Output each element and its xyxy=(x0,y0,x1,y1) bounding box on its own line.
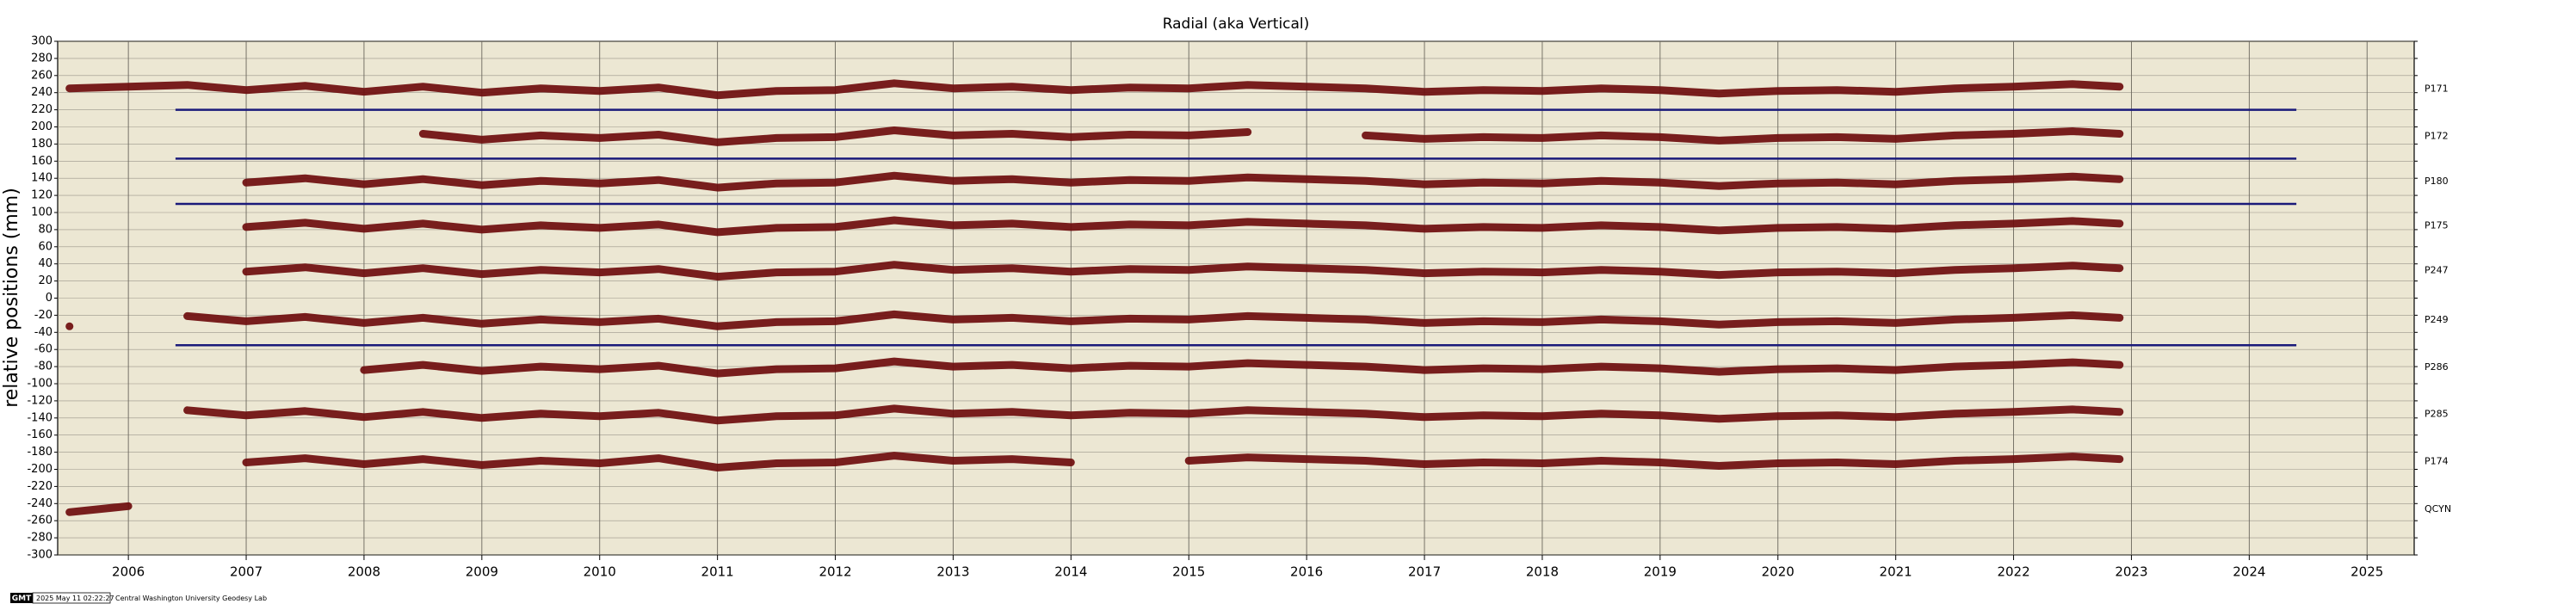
chart-title: Radial (aka Vertical) xyxy=(1163,15,1310,33)
series-line xyxy=(360,357,2124,378)
series-line xyxy=(65,79,2124,100)
series-label: P172 xyxy=(2425,130,2449,141)
y-tick-label: 220 xyxy=(31,103,53,116)
x-tick-label: 2018 xyxy=(1526,564,1559,580)
series-label: P247 xyxy=(2425,264,2449,275)
y-tick-label: 60 xyxy=(38,240,53,253)
y-tick-label: -120 xyxy=(27,394,53,407)
y-tick-label: 200 xyxy=(31,120,53,133)
x-tick-label: 2013 xyxy=(936,564,969,580)
timestamp: 2025 May 11 02:22:27 xyxy=(36,595,114,602)
y-tick-label: 240 xyxy=(31,86,53,99)
y-tick-label: -60 xyxy=(34,343,53,356)
y-tick-label: 20 xyxy=(38,274,53,287)
x-tick-label: 2022 xyxy=(1997,564,2029,580)
y-tick-label: -80 xyxy=(34,360,53,373)
x-tick-label: 2017 xyxy=(1408,564,1441,580)
x-tick-label: 2016 xyxy=(1290,564,1323,580)
x-tick-label: 2020 xyxy=(1762,564,1795,580)
y-tick-label: -240 xyxy=(27,497,53,510)
y-tick-label: -180 xyxy=(27,446,53,459)
y-tick-label: 100 xyxy=(31,206,53,219)
series-label: P174 xyxy=(2425,455,2449,466)
y-tick-label: -160 xyxy=(27,428,53,441)
y-tick-label: 0 xyxy=(46,292,53,305)
y-tick-label: -20 xyxy=(34,309,53,322)
y-tick-label: 280 xyxy=(31,52,53,65)
y-tick-label: -260 xyxy=(27,514,53,527)
series-line xyxy=(242,171,2124,192)
x-tick-label: 2012 xyxy=(819,564,851,580)
series-label: P180 xyxy=(2425,176,2449,187)
y-tick-label: -140 xyxy=(27,411,53,424)
y-tick-label: -100 xyxy=(27,378,53,391)
y-tick-label: -220 xyxy=(27,480,53,493)
x-tick-label: 2006 xyxy=(112,564,145,580)
series-label: QCYN xyxy=(2425,503,2451,514)
x-tick-label: 2024 xyxy=(2233,564,2265,580)
series-label: P175 xyxy=(2425,220,2449,231)
gmt-logo-box xyxy=(10,593,33,603)
x-tick-label: 2010 xyxy=(584,564,616,580)
x-tick-label: 2019 xyxy=(1644,564,1677,580)
series-line xyxy=(418,126,2124,146)
series-line xyxy=(242,452,2124,471)
y-axis-label: relative positions (mm) xyxy=(1,188,22,408)
timestamp-box xyxy=(32,592,111,604)
y-tick-label: 300 xyxy=(31,35,53,48)
series-label: P285 xyxy=(2425,408,2449,419)
y-tick-label: -200 xyxy=(27,463,53,476)
x-tick-label: 2023 xyxy=(2115,564,2147,580)
x-tick-label: 2007 xyxy=(230,564,263,580)
x-tick-label: 2014 xyxy=(1054,564,1087,580)
y-tick-label: 80 xyxy=(38,223,53,236)
y-tick-label: 160 xyxy=(31,155,53,168)
y-tick-label: 260 xyxy=(31,69,53,82)
x-tick-label: 2011 xyxy=(701,564,734,580)
x-tick-label: 2008 xyxy=(348,564,380,580)
x-tick-label: 2015 xyxy=(1172,564,1205,580)
y-tick-label: 140 xyxy=(31,172,53,185)
y-tick-label: -300 xyxy=(27,549,53,562)
gmt-logo: GMT xyxy=(12,595,32,603)
series-line xyxy=(242,261,2124,281)
series-line xyxy=(183,404,2124,425)
y-tick-label: 40 xyxy=(38,257,53,270)
series-label: P171 xyxy=(2425,83,2449,94)
y-tick-label: 180 xyxy=(31,138,53,151)
credit: Central Washington University Geodesy La… xyxy=(115,595,267,602)
series-label: P249 xyxy=(2425,314,2449,325)
marks xyxy=(65,79,2297,516)
x-tick-label: 2009 xyxy=(466,564,498,580)
y-tick-label: -280 xyxy=(27,532,53,545)
series-label: P286 xyxy=(2425,361,2449,373)
y-tick-label: 120 xyxy=(31,189,53,202)
y-tick-label: -40 xyxy=(34,326,53,339)
series-line xyxy=(65,502,133,516)
series-line xyxy=(242,216,2124,237)
x-tick-label: 2025 xyxy=(2351,564,2383,580)
series-line xyxy=(65,310,2124,330)
x-tick-label: 2021 xyxy=(1880,564,1912,580)
